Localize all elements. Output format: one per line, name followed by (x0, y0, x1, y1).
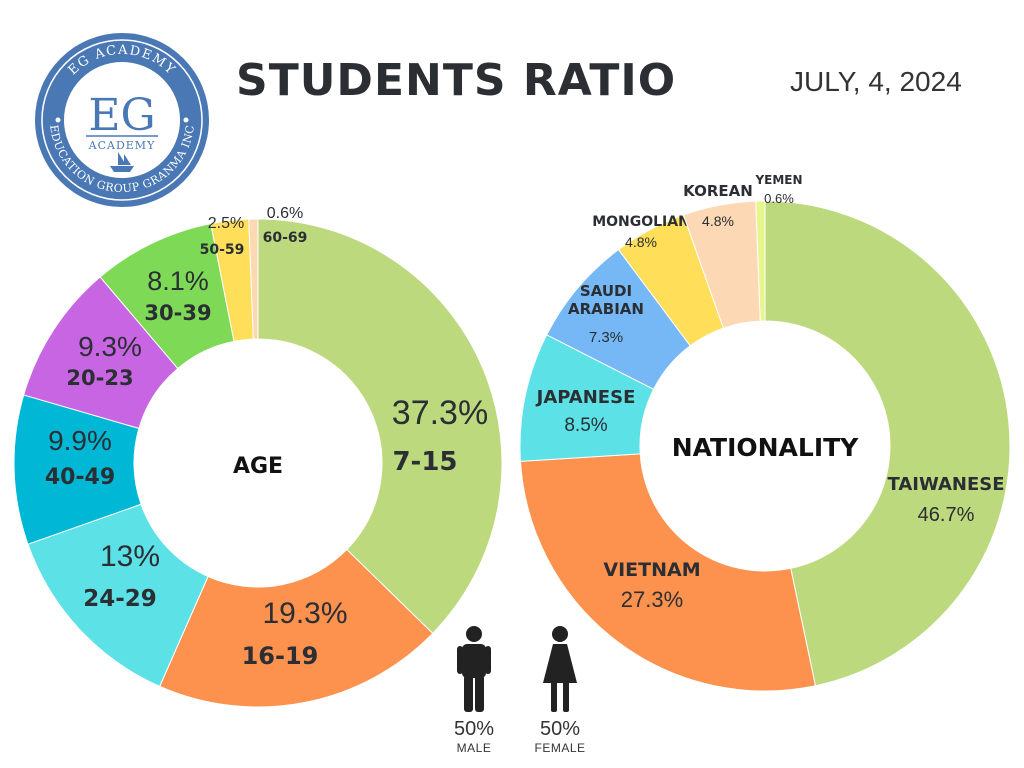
slice-label-40-49: 40-49 (45, 465, 115, 490)
slice-value-40-49: 9.9% (48, 425, 112, 456)
slice-label-saudi-arabian-1: ARABIAN (568, 300, 644, 318)
slice-value-30-39: 8.1% (147, 266, 209, 296)
slice-yemen (755, 200, 766, 322)
slice-label-50-59: 50-59 (200, 242, 245, 258)
slice-label-taiwanese: TAIWANESE (887, 474, 1004, 495)
logo-letters: EG (88, 90, 155, 141)
slice-value-taiwanese: 46.7% (918, 504, 975, 526)
slice-label-7-15: 7-15 (392, 447, 457, 477)
page-title: STUDENTS RATIO (236, 55, 677, 106)
donut-hole (134, 339, 382, 587)
female-percent: 50% (539, 718, 581, 740)
male-person-icon (457, 626, 491, 712)
slice-value-24-29: 13% (100, 540, 160, 573)
nationality-donut-chart: 46.7% TAIWANESE 27.3% VIETNAM 8.5% JAPANESE 7.… (519, 173, 1011, 692)
slice-label-yemen: YEMEN (754, 173, 802, 187)
star-icon (55, 117, 189, 123)
slice-label-korean: KOREAN (683, 182, 753, 200)
slice-label-60-69: 60-69 (263, 230, 308, 246)
slice-60-69 (248, 218, 259, 340)
slice-label-30-39: 30-39 (144, 301, 211, 325)
donut-hole (640, 321, 890, 571)
slice-taiwanese (764, 200, 1011, 687)
female-label: FEMALE (534, 741, 586, 755)
slice-value-20-23: 9.3% (78, 331, 142, 362)
slice-value-7-15: 37.3% (392, 394, 488, 432)
slice-label-16-19: 16-19 (242, 642, 319, 670)
male-stat: 50% MALE (440, 718, 508, 755)
slice-value-saudi-arabian: 7.3% (589, 329, 623, 346)
slice-value-korean: 4.8% (702, 213, 734, 229)
slice-value-japanese: 8.5% (564, 415, 607, 436)
donut-center-label: NATIONALITY (672, 433, 859, 462)
report-date: JULY, 4, 2024 (790, 66, 962, 97)
slice-value-vietnam: 27.3% (621, 587, 683, 612)
slice-24-29 (27, 503, 209, 687)
slice-vietnam (519, 453, 817, 692)
slice-label-mongolian: MONGOLIAN (592, 214, 690, 230)
slice-label-japanese: JAPANESE (535, 387, 636, 408)
slice-value-50-59: 2.5% (208, 215, 244, 232)
slice-value-16-19: 19.3% (262, 597, 347, 630)
male-percent: 50% (453, 718, 495, 740)
slice-label-saudi-arabian-0: SAUDI (580, 282, 632, 300)
male-label: MALE (456, 741, 492, 755)
age-donut-chart: 37.3% 7-15 19.3% 16-19 13% 24-29 9.9% 40-49 9.3%… (13, 205, 503, 708)
slice-16-19 (159, 548, 434, 708)
logo-word: ACADEMY (88, 139, 156, 152)
slice-value-yemen: 0.6% (764, 191, 794, 206)
female-person-icon (543, 626, 577, 712)
slice-7-15 (257, 218, 503, 635)
eg-academy-logo: EG ACADEMY EDUCATION GROUP GRANMA INC EG… (35, 33, 209, 207)
slice-label-vietnam: VIETNAM (603, 559, 700, 581)
slice-value-60-69: 0.6% (267, 205, 303, 222)
slice-value-mongolian: 4.8% (625, 234, 657, 250)
slice-label-24-29: 24-29 (83, 586, 157, 612)
ship-icon (110, 152, 134, 172)
slice-label-20-23: 20-23 (66, 366, 133, 390)
donut-center-label: AGE (233, 454, 283, 479)
female-stat: 50% FEMALE (522, 718, 598, 755)
